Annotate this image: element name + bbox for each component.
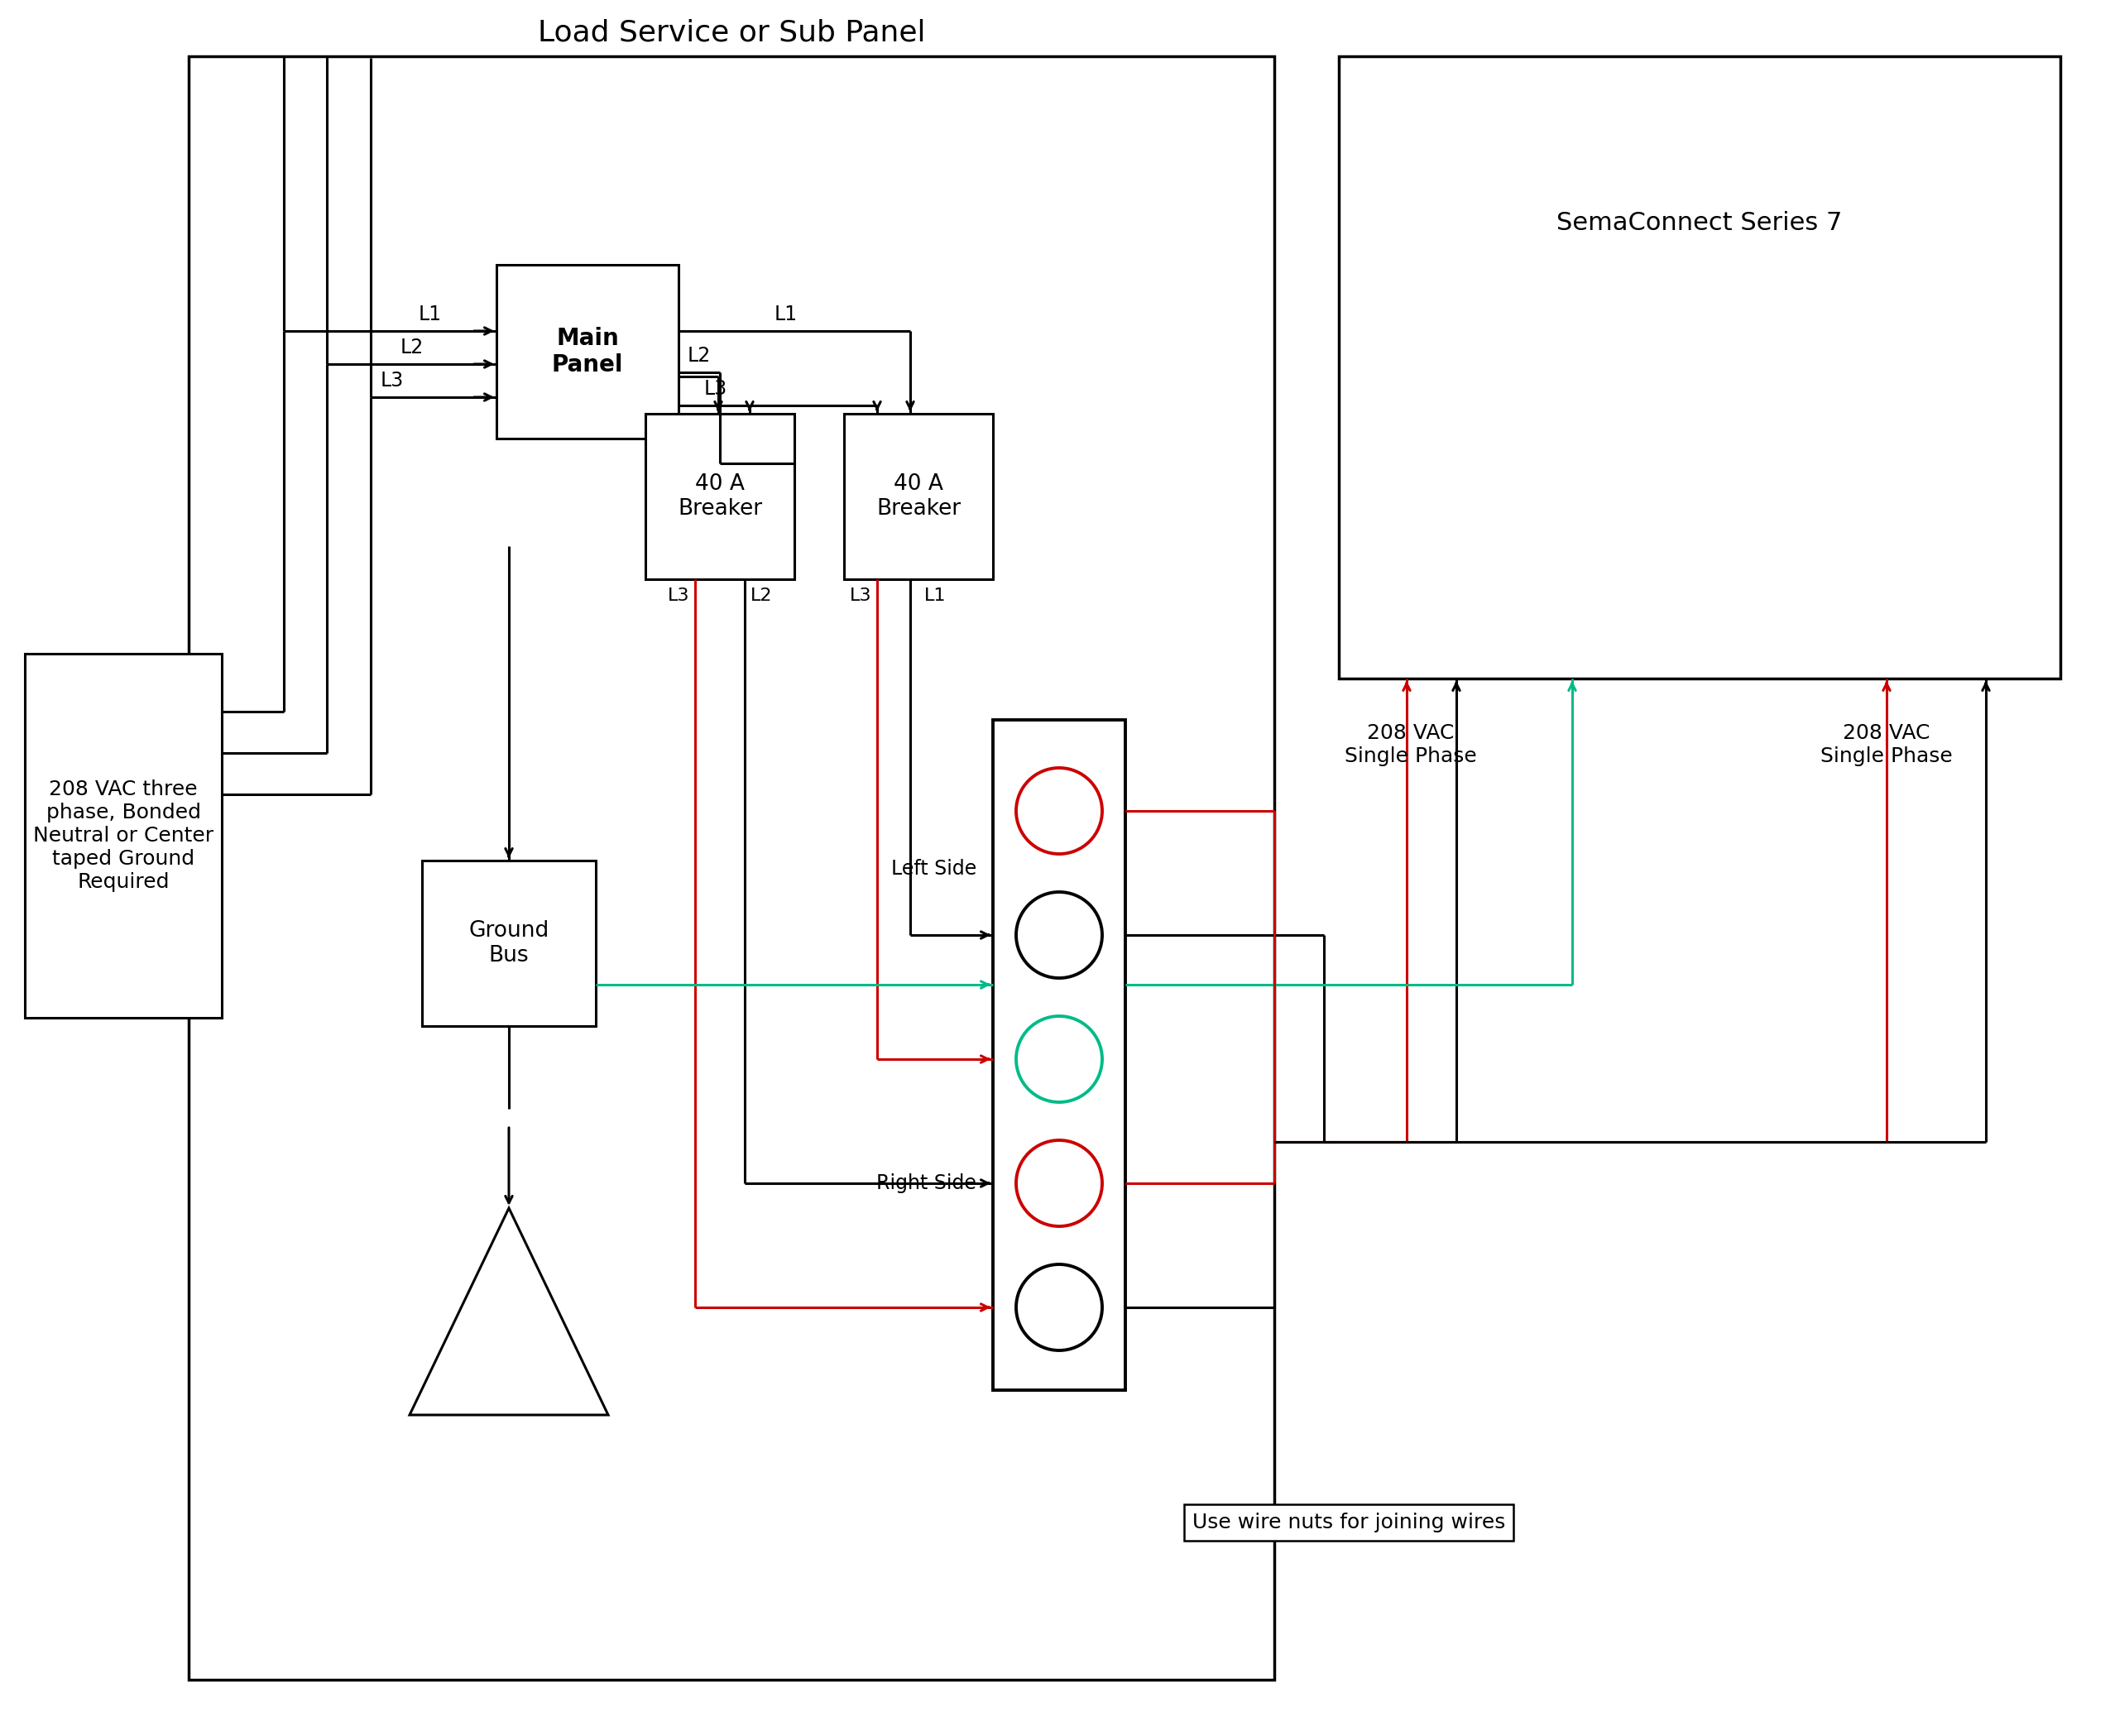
- Circle shape: [1017, 1016, 1101, 1102]
- Text: Ground
Bus: Ground Bus: [468, 920, 549, 967]
- Text: Main
Panel: Main Panel: [551, 326, 622, 377]
- Text: 208 VAC three
phase, Bonded
Neutral or Center
taped Ground
Required: 208 VAC three phase, Bonded Neutral or C…: [34, 779, 213, 892]
- Text: Use wire nuts for joining wires: Use wire nuts for joining wires: [1192, 1512, 1504, 1533]
- Text: L3: L3: [667, 587, 690, 604]
- Bar: [1340, 56, 2059, 679]
- Text: L3: L3: [705, 378, 728, 399]
- Text: L1: L1: [418, 304, 441, 325]
- Text: L2: L2: [751, 587, 772, 604]
- Bar: [994, 720, 1125, 1391]
- Text: 208 VAC
Single Phase: 208 VAC Single Phase: [1344, 724, 1477, 766]
- Circle shape: [1017, 1264, 1101, 1351]
- Bar: [188, 56, 1274, 1680]
- Text: 40 A
Breaker: 40 A Breaker: [876, 474, 960, 519]
- Text: L1: L1: [924, 587, 945, 604]
- Bar: [496, 266, 679, 439]
- Bar: [844, 413, 994, 580]
- Bar: [25, 654, 222, 1017]
- Text: SemaConnect Series 7: SemaConnect Series 7: [1557, 212, 1842, 236]
- Text: L3: L3: [380, 372, 403, 391]
- Text: Right Side: Right Side: [876, 1174, 977, 1193]
- Text: L1: L1: [774, 304, 798, 325]
- Text: 40 A
Breaker: 40 A Breaker: [677, 474, 762, 519]
- Text: L2: L2: [401, 337, 424, 358]
- Text: Left Side: Left Side: [890, 859, 977, 878]
- Bar: [422, 861, 595, 1026]
- Text: L2: L2: [688, 345, 711, 366]
- Circle shape: [1017, 767, 1101, 854]
- Text: 208 VAC
Single Phase: 208 VAC Single Phase: [1821, 724, 1952, 766]
- Circle shape: [1017, 892, 1101, 977]
- Text: Load Service or Sub Panel: Load Service or Sub Panel: [538, 19, 926, 47]
- Circle shape: [1017, 1141, 1101, 1226]
- Bar: [646, 413, 793, 580]
- Text: L3: L3: [850, 587, 871, 604]
